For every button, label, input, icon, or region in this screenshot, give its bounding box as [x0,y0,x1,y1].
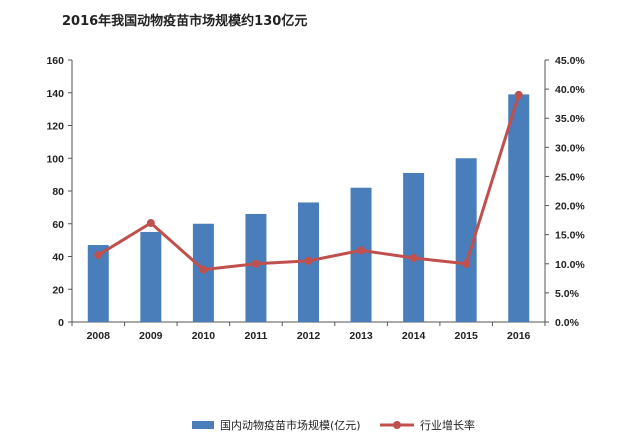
line-series [94,90,523,274]
y-right-tick-label: 35.0% [555,113,585,125]
y-left-tick-label: 20 [52,284,64,296]
x-tick-label: 2012 [297,330,321,342]
axes: 0 20 40 60 80 100 120 140 160 0.0% 5.0% 10.0% 15.0% 2… [46,55,585,342]
bar [403,172,425,322]
y-left-tick-label: 100 [46,153,64,165]
y-left-tick-label: 80 [52,186,64,198]
bar [455,158,477,322]
line-point [409,253,418,262]
bar [245,213,267,322]
bar [140,231,162,322]
y-left-tick-label: 0 [58,317,64,329]
line-point [304,256,313,265]
line-point [94,251,103,260]
legend-swatch-marker [393,421,401,429]
x-tick-label: 2016 [507,330,531,342]
y-left-tick-label: 60 [52,219,64,231]
y-right-tick-label: 10.0% [555,259,585,271]
x-tick-label: 2014 [402,330,426,342]
y-right-tick-label: 5.0% [555,288,580,300]
legend-swatch-bar [192,421,214,429]
y-right-tick-label: 15.0% [555,230,585,242]
y-left-tick-label: 120 [46,121,64,133]
x-tick-label: 2009 [139,330,163,342]
line-point [514,90,523,99]
line-point [251,259,260,268]
legend-label-bar: 国内动物疫苗市场规模(亿元) [220,418,361,432]
x-tick-label: 2013 [349,330,373,342]
chart-title: 2016年我国动物疫苗市场规模约130亿元 [62,13,307,29]
y-left-tick-label: 160 [46,55,64,67]
bar [508,94,530,322]
line-point [199,265,208,274]
legend: 国内动物疫苗市场规模(亿元) 行业增长率 [192,418,475,432]
x-tick-label: 2015 [454,330,478,342]
x-tick-label: 2008 [87,330,111,342]
y-right-tick-label: 25.0% [555,171,585,183]
y-left-tick-label: 40 [52,252,64,264]
y-right-tick-label: 0.0% [555,317,580,329]
line-point [462,259,471,268]
bar [350,187,372,322]
x-tick-label: 2011 [245,330,268,342]
bar [87,245,109,322]
y-right-tick-label: 20.0% [555,201,585,213]
y-left-tick-label: 140 [46,88,64,100]
y-right-tick-label: 30.0% [555,142,585,154]
line-point [146,219,155,228]
y-right-tick-label: 45.0% [555,55,585,67]
line-point [357,246,366,255]
bar-series [87,94,530,322]
legend-label-line: 行业增长率 [420,418,475,432]
x-tick-label: 2010 [192,330,216,342]
y-right-tick-label: 40.0% [555,84,585,96]
